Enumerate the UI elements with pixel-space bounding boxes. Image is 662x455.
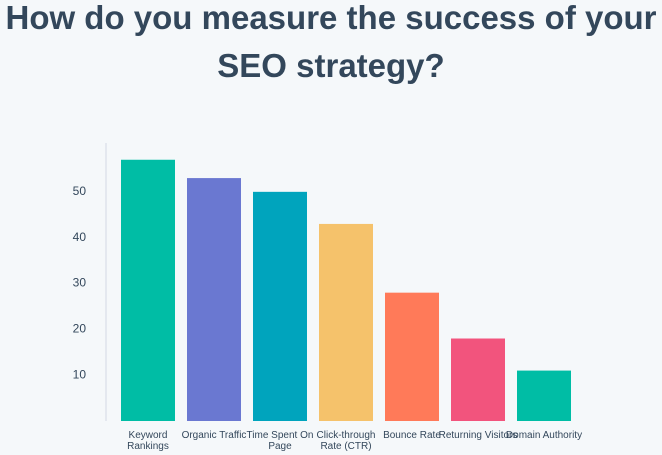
bar	[253, 191, 307, 421]
bar	[187, 178, 241, 421]
bar	[121, 159, 175, 421]
y-tick-label: 10	[73, 367, 87, 381]
x-tick-label: Returning Visitors	[438, 430, 518, 441]
bar	[451, 338, 505, 421]
x-tick-label: Time Spent On Page	[246, 430, 314, 452]
bar	[385, 292, 439, 421]
y-tick-label: 50	[73, 184, 87, 198]
x-tick-label: Bounce Rate	[383, 430, 441, 441]
x-tick-label: Click-through Rate (CTR)	[316, 430, 376, 452]
y-tick-label: 40	[73, 230, 87, 244]
x-tick-label: Keyword Rankings	[127, 430, 169, 452]
bar	[517, 370, 571, 421]
x-tick-label: Organic Traffic	[181, 430, 247, 441]
y-tick-label: 20	[73, 322, 87, 336]
y-tick-label: 30	[73, 276, 87, 290]
chart-title: How do you measure the success of your S…	[5, 0, 657, 84]
x-tick-label: Domain Authority	[505, 430, 583, 441]
bar	[319, 223, 373, 421]
